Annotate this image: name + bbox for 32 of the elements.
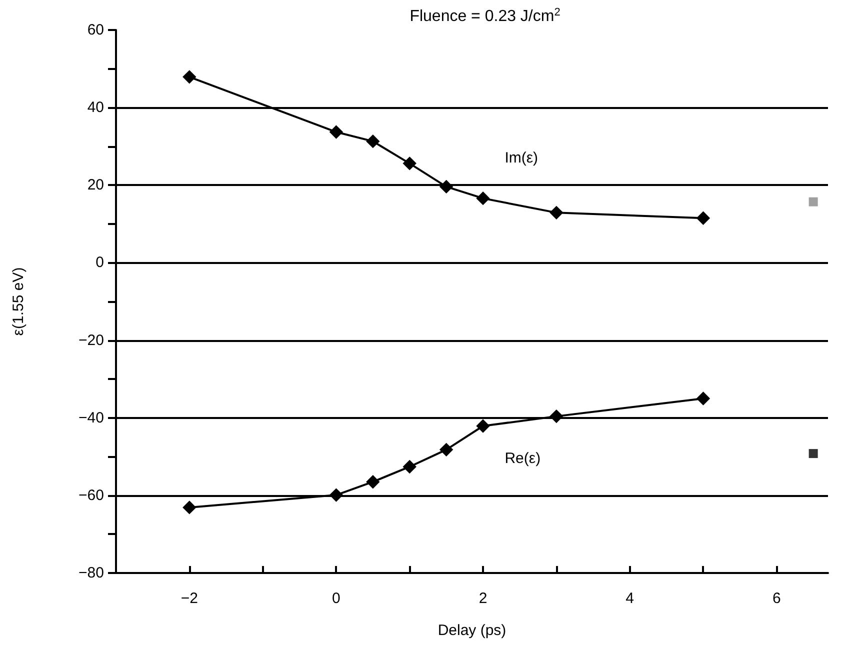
point [476, 192, 490, 205]
y-tick-label: −80 [78, 564, 104, 582]
point [696, 392, 710, 406]
x-axis-title: Delay (ps) [438, 622, 506, 639]
x-tick-label: 4 [626, 590, 634, 607]
y-tick-label: −60 [78, 486, 104, 504]
point [476, 419, 490, 433]
point [403, 460, 416, 474]
text: Im(ε) [504, 150, 538, 167]
x-tick-label: 0 [332, 590, 340, 607]
y-tick-label: 40 [87, 99, 104, 116]
point [366, 134, 380, 148]
point [808, 197, 818, 206]
point [366, 475, 380, 488]
y-tick-label: 20 [87, 176, 104, 194]
point [182, 70, 196, 84]
series-label: Re(ε) [504, 450, 541, 468]
x-tick-label: 6 [772, 590, 781, 607]
y-tick-label: 60 [87, 22, 104, 38]
point [550, 206, 564, 220]
point [808, 449, 818, 458]
point [696, 212, 710, 225]
point [330, 125, 343, 139]
y-axis-title: ε(1.55 eV) [10, 267, 27, 336]
x-tick-label: −2 [180, 590, 198, 607]
y-tick-label: 0 [96, 254, 104, 272]
point [403, 156, 416, 170]
point [182, 500, 196, 514]
x-tick-label: 2 [478, 590, 488, 607]
y-tick-label: −20 [78, 332, 104, 349]
y-tick-label: −40 [78, 409, 104, 426]
point [440, 443, 453, 456]
